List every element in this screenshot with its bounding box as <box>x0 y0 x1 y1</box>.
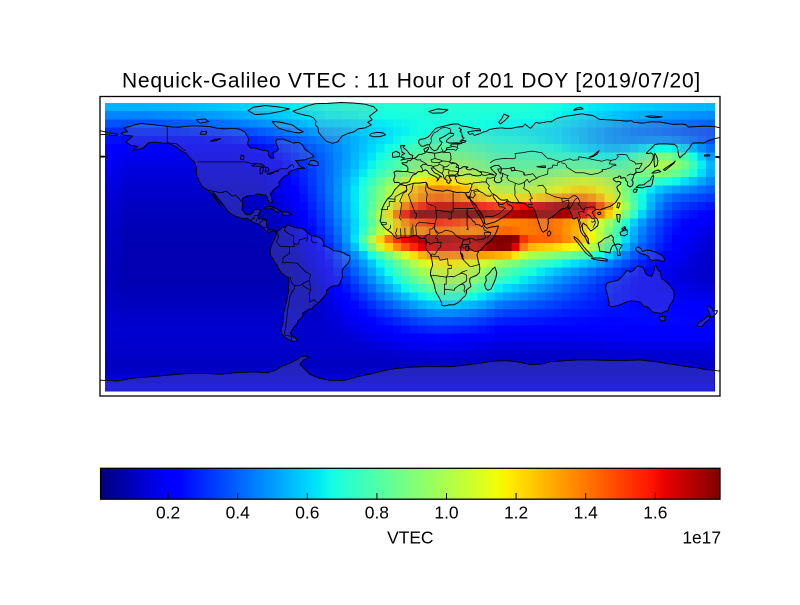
svg-text:0.2: 0.2 <box>156 502 180 522</box>
svg-text:1.0: 1.0 <box>434 502 458 522</box>
svg-text:Nequick-Galileo VTEC : 11 Hour: Nequick-Galileo VTEC : 11 Hour of 201 DO… <box>122 70 701 93</box>
svg-text:1.6: 1.6 <box>643 502 667 522</box>
svg-text:0.8: 0.8 <box>365 502 389 522</box>
svg-text:1.4: 1.4 <box>574 502 599 522</box>
svg-text:1e17: 1e17 <box>682 528 721 548</box>
svg-text:0.4: 0.4 <box>226 502 251 522</box>
svg-text:1.2: 1.2 <box>504 502 528 522</box>
svg-text:VTEC: VTEC <box>387 528 433 548</box>
svg-text:0.6: 0.6 <box>295 502 319 522</box>
